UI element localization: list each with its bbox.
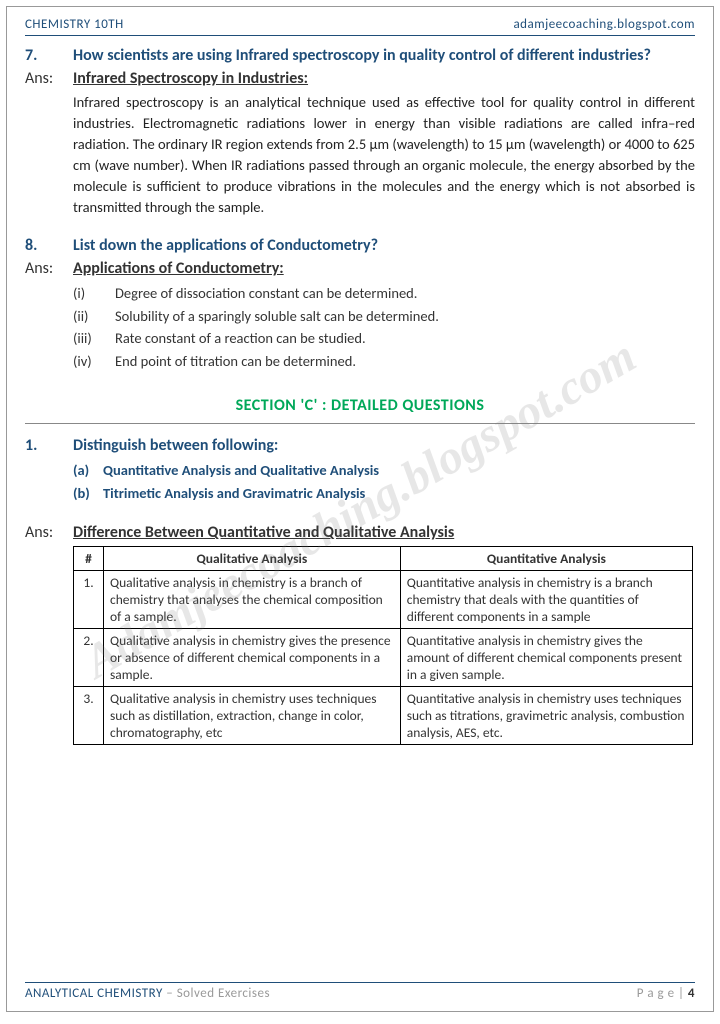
th-num: # xyxy=(74,547,104,571)
answer-label: Ans: xyxy=(25,259,55,278)
q7-answer-heading: Infrared Spectroscopy in Industries: xyxy=(73,69,308,88)
list-text: End point of titration can be determined… xyxy=(115,350,356,372)
sub-marker: (a) xyxy=(73,459,103,482)
page-number: 4 xyxy=(688,986,695,1001)
list-marker: (ii) xyxy=(73,305,115,327)
q1-text: Distinguish between following: xyxy=(73,436,278,455)
sub-item: (a)Quantitative Analysis and Qualitative… xyxy=(73,459,695,482)
section-heading: SECTION 'C' : DETAILED QUESTIONS xyxy=(25,396,695,415)
q7-body: Infrared spectroscopy is an analytical t… xyxy=(73,92,695,218)
list-marker: (i) xyxy=(73,282,115,304)
q7-answer-row: Ans: Infrared Spectroscopy in Industries… xyxy=(25,69,695,88)
table-row: 1. Qualitative analysis in chemistry is … xyxy=(74,571,693,629)
sub-text: Quantitative Analysis and Qualitative An… xyxy=(103,459,379,482)
q8-answer-heading: Applications of Conductometry: xyxy=(73,259,284,278)
cell: Qualitative analysis in chemistry gives … xyxy=(104,629,401,687)
q7-row: 7. How scientists are using Infrared spe… xyxy=(25,46,695,65)
q8-number: 8. xyxy=(25,236,55,255)
cell: Qualitative analysis in chemistry uses t… xyxy=(104,687,401,745)
header-left: CHEMISTRY 10TH xyxy=(25,17,124,32)
footer-left: ANALYTICAL CHEMISTRY – Solved Exercises xyxy=(25,986,270,1001)
footer-subtitle: – Solved Exercises xyxy=(163,986,270,1001)
th-qualitative: Qualitative Analysis xyxy=(104,547,401,571)
list-marker: (iv) xyxy=(73,350,115,372)
table-row: 2. Qualitative analysis in chemistry giv… xyxy=(74,629,693,687)
question-7: 7. How scientists are using Infrared spe… xyxy=(25,46,695,218)
footer-right: P a g e | 4 xyxy=(637,986,695,1001)
page: Adamjeecoaching.blogspot.com CHEMISTRY 1… xyxy=(6,6,714,1012)
sub-item: (b)Titrimetic Analysis and Gravimatric A… xyxy=(73,482,695,505)
list-text: Solubility of a sparingly soluble salt c… xyxy=(115,305,439,327)
list-item: (iv)End point of titration can be determ… xyxy=(73,350,695,372)
cell: Quantitative analysis in chemistry gives… xyxy=(400,629,692,687)
question-8: 8. List down the applications of Conduct… xyxy=(25,236,695,372)
answer-label: Ans: xyxy=(25,69,55,88)
list-item: (ii)Solubility of a sparingly soluble sa… xyxy=(73,305,695,327)
table-header-row: # Qualitative Analysis Quantitative Anal… xyxy=(74,547,693,571)
footer-title: ANALYTICAL CHEMISTRY xyxy=(25,986,163,1001)
cell: 2. xyxy=(74,629,104,687)
q8-answer-row: Ans: Applications of Conductometry: xyxy=(25,259,695,278)
page-header: CHEMISTRY 10TH adamjeecoaching.blogspot.… xyxy=(25,17,695,36)
sub-marker: (b) xyxy=(73,482,103,505)
cell: Quantitative analysis in chemistry uses … xyxy=(400,687,692,745)
q1-row: 1. Distinguish between following: xyxy=(25,436,695,455)
q8-row: 8. List down the applications of Conduct… xyxy=(25,236,695,255)
list-marker: (iii) xyxy=(73,327,115,349)
list-text: Degree of dissociation constant can be d… xyxy=(115,282,417,304)
answer-label: Ans: xyxy=(25,523,55,542)
sub-text: Titrimetic Analysis and Gravimatric Anal… xyxy=(103,482,365,505)
q8-text: List down the applications of Conductome… xyxy=(73,236,378,255)
table-row: 3. Qualitative analysis in chemistry use… xyxy=(74,687,693,745)
header-right: adamjeecoaching.blogspot.com xyxy=(513,17,695,32)
cell: Qualitative analysis in chemistry is a b… xyxy=(104,571,401,629)
cell: Quantitative analysis in chemistry is a … xyxy=(400,571,692,629)
q1-answer-heading: Difference Between Quantitative and Qual… xyxy=(73,523,454,542)
cell: 1. xyxy=(74,571,104,629)
question-1-detailed: 1. Distinguish between following: (a)Qua… xyxy=(25,436,695,505)
list-item: (iii)Rate constant of a reaction can be … xyxy=(73,327,695,349)
cell: 3. xyxy=(74,687,104,745)
page-label: P a g e | xyxy=(637,986,688,1001)
th-quantitative: Quantitative Analysis xyxy=(400,547,692,571)
q7-number: 7. xyxy=(25,46,55,65)
q1-number: 1. xyxy=(25,436,55,455)
list-text: Rate constant of a reaction can be studi… xyxy=(115,327,366,349)
q7-text: How scientists are using Infrared spectr… xyxy=(73,46,651,65)
list-item: (i)Degree of dissociation constant can b… xyxy=(73,282,695,304)
q1-answer-row: Ans: Difference Between Quantitative and… xyxy=(25,523,695,542)
divider xyxy=(25,423,695,424)
page-footer: ANALYTICAL CHEMISTRY – Solved Exercises … xyxy=(25,982,695,1001)
comparison-table: # Qualitative Analysis Quantitative Anal… xyxy=(73,546,693,745)
